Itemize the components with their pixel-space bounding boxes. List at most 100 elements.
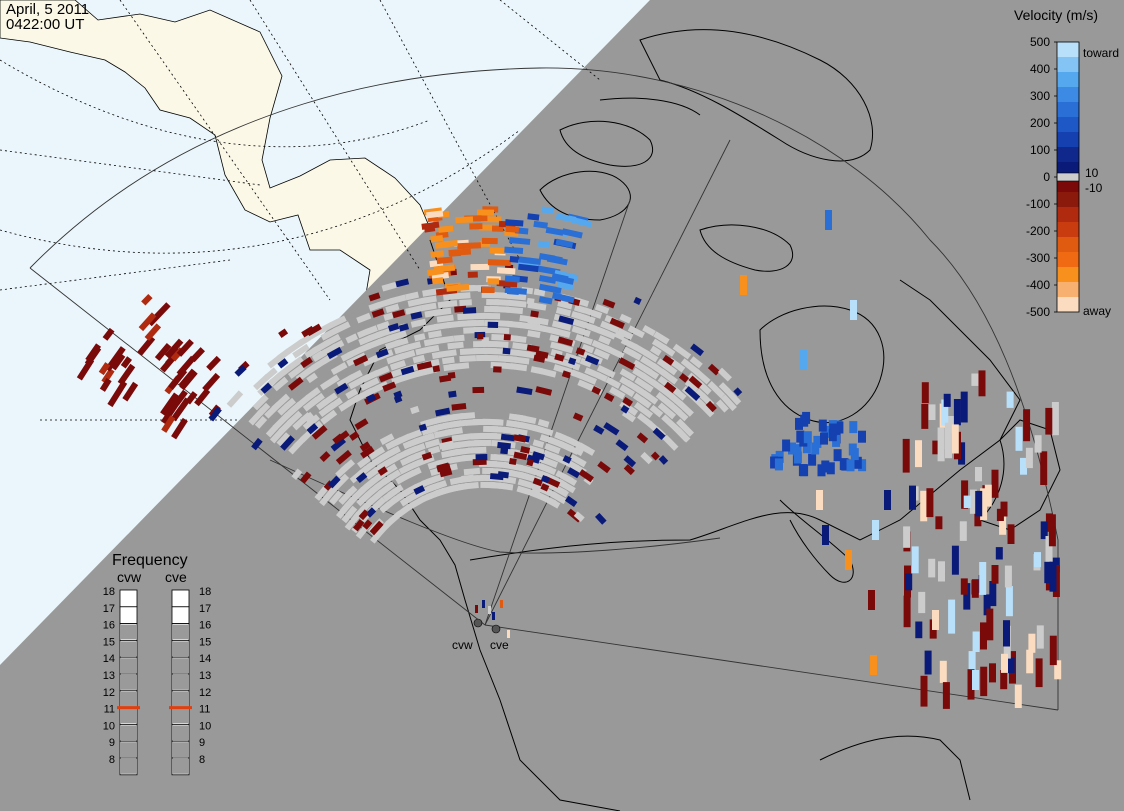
radar-cell <box>799 434 808 447</box>
velocity-color-step <box>1057 297 1079 313</box>
radar-cell <box>1054 660 1062 680</box>
velocity-tick-label: -500 <box>1026 305 1050 319</box>
radar-cell <box>538 274 557 284</box>
radar-cell <box>513 451 528 461</box>
radar-cell <box>358 464 371 477</box>
frequency-box-fill <box>121 725 136 741</box>
radar-cell <box>252 394 269 411</box>
radar-cell <box>619 313 632 324</box>
radar-cell <box>621 410 636 423</box>
radar-cell <box>932 610 939 630</box>
radar-cell <box>576 371 598 385</box>
radar-cell <box>800 414 809 427</box>
radar-cell <box>332 433 344 445</box>
radar-cell <box>556 478 576 494</box>
radar-cell <box>436 456 455 467</box>
radar-cell <box>1040 451 1048 485</box>
radar-cell <box>915 440 922 468</box>
radar-cell <box>538 296 553 305</box>
radar-cell <box>554 269 579 282</box>
radar-cell <box>489 473 504 481</box>
radar-cell <box>286 356 304 372</box>
radar-cell <box>378 372 394 383</box>
velocity-tick-label: 300 <box>1030 89 1050 103</box>
radar-cell <box>178 368 197 389</box>
radar-cell <box>410 318 427 328</box>
frequency-box-fill <box>121 691 136 707</box>
radar-cell <box>1006 391 1014 408</box>
radar-cell <box>584 367 601 379</box>
radar-cell <box>537 265 561 276</box>
radar-cell <box>932 440 940 455</box>
radar-cell <box>413 485 426 495</box>
radar-cell <box>332 321 351 335</box>
radar-cell <box>110 353 126 371</box>
frequency-box-fill <box>173 641 188 657</box>
radar-cell <box>641 390 659 405</box>
radar-cell <box>234 364 247 377</box>
radar-cell <box>951 424 959 454</box>
radar-cell <box>619 368 637 382</box>
radar-cell <box>347 369 363 382</box>
radar-cell <box>598 335 612 346</box>
radar-cell <box>309 392 325 407</box>
radar-cell <box>488 606 491 614</box>
radar-cell <box>414 450 427 460</box>
radar-cell <box>678 372 689 383</box>
radar-cell <box>905 573 913 591</box>
radar-cell <box>475 453 488 461</box>
radar-cell <box>510 363 528 372</box>
radar-cell <box>438 349 457 358</box>
radar-cell <box>1023 409 1031 442</box>
frequency-box-fill <box>173 624 188 640</box>
radar-cell <box>410 405 420 415</box>
radar-cell <box>440 413 457 423</box>
radar-cell <box>513 434 527 443</box>
radar-cell <box>530 310 539 318</box>
radar-cell <box>504 275 520 283</box>
radar-cell <box>516 386 533 396</box>
radar-cell <box>561 228 583 239</box>
radar-cell <box>500 600 503 608</box>
radar-cell <box>398 323 410 332</box>
radar-cell <box>519 414 537 425</box>
radar-cell <box>475 605 478 613</box>
radar-cell <box>564 495 578 508</box>
radar-cell <box>1049 635 1057 666</box>
radar-cell <box>101 368 115 384</box>
radar-cell <box>476 333 484 340</box>
radar-cell <box>349 431 360 441</box>
radar-cell <box>412 354 426 364</box>
radar-cell <box>271 393 291 412</box>
radar-cell <box>346 347 362 359</box>
radar-cell <box>795 417 803 430</box>
radar-cell <box>441 356 455 365</box>
radar-cell <box>518 263 539 273</box>
radar-cell <box>980 622 987 650</box>
radar-cell <box>1045 536 1053 566</box>
velocity-color-step <box>1057 117 1079 133</box>
radar-cell <box>489 305 510 313</box>
radar-cell <box>513 335 527 343</box>
radar-cell <box>291 468 303 480</box>
radar-cell <box>457 242 482 250</box>
radar-cell <box>1045 407 1053 435</box>
radar-cell <box>1049 561 1057 592</box>
radar-cell <box>407 297 427 307</box>
radar-cell <box>375 381 389 392</box>
radar-cell <box>643 349 659 363</box>
radar-cell <box>323 333 341 347</box>
radar-cell <box>478 224 496 231</box>
radar-cell <box>359 441 371 452</box>
radar-cell <box>469 223 483 230</box>
radar-cell <box>160 400 180 425</box>
radar-cell <box>490 432 502 440</box>
freq-tick-left: 13 <box>103 670 115 682</box>
radar-cell <box>518 256 542 266</box>
radar-cell <box>368 446 386 460</box>
radar-cell <box>821 425 830 438</box>
radar-cell <box>312 350 325 362</box>
radar-cell <box>424 438 441 449</box>
